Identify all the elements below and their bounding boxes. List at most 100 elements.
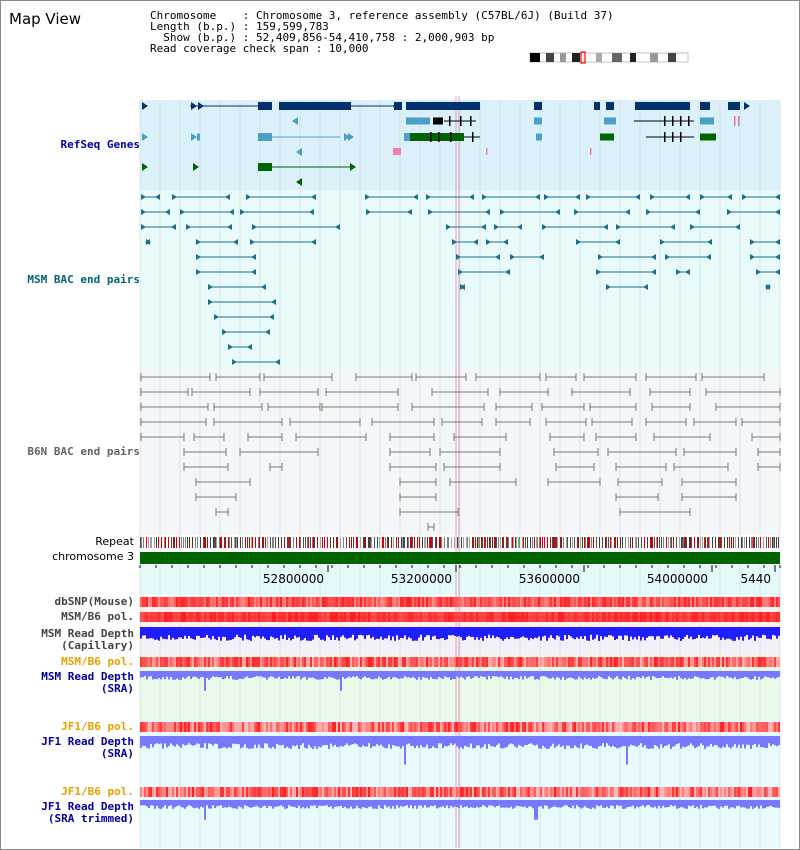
position-ruler: 52800000 53200000 53600000 54000000 5440 bbox=[139, 565, 781, 586]
depth-bar bbox=[466, 671, 468, 677]
depth-bar bbox=[536, 800, 538, 820]
depth-bar bbox=[370, 671, 372, 680]
repeat-mark bbox=[441, 537, 442, 548]
heat-cell bbox=[620, 597, 622, 607]
heat-cell bbox=[618, 612, 620, 622]
heat-cell bbox=[712, 722, 714, 732]
heat-cell bbox=[618, 657, 620, 667]
depth-bar bbox=[566, 736, 568, 746]
depth-bar bbox=[356, 627, 358, 639]
heat-cell bbox=[694, 722, 696, 732]
depth-bar bbox=[718, 800, 720, 809]
heat-cell bbox=[740, 597, 742, 607]
heat-cell bbox=[678, 612, 680, 622]
depth-bar bbox=[636, 671, 638, 677]
heat-cell bbox=[526, 597, 528, 607]
depth-bar bbox=[442, 671, 444, 680]
depth-bar bbox=[668, 627, 670, 638]
depth-bar bbox=[442, 800, 444, 807]
depth-bar bbox=[358, 736, 360, 747]
heat-cell bbox=[252, 722, 254, 732]
depth-bar bbox=[390, 736, 392, 749]
repeat-mark bbox=[374, 537, 375, 548]
bac-end-marker bbox=[670, 224, 675, 230]
depth-bar bbox=[566, 800, 568, 806]
heat-cell bbox=[454, 787, 456, 797]
bac-end-marker bbox=[775, 209, 780, 215]
depth-bar bbox=[630, 627, 632, 637]
heat-cell bbox=[694, 597, 696, 607]
b6n-bac-end-pairs-label: B6N BAC end pairs bbox=[27, 445, 140, 458]
depth-bar bbox=[390, 671, 392, 680]
depth-bar bbox=[688, 800, 690, 806]
depth-bar bbox=[648, 627, 650, 637]
depth-bar bbox=[206, 736, 208, 749]
heat-cell bbox=[538, 787, 540, 797]
exon-tick bbox=[470, 116, 472, 126]
depth-bar bbox=[382, 627, 384, 640]
repeat-mark bbox=[388, 537, 389, 548]
repeat-mark bbox=[289, 537, 290, 548]
heat-cell bbox=[662, 657, 664, 667]
depth-bar bbox=[306, 800, 308, 808]
heat-cell bbox=[626, 657, 628, 667]
depth-bar bbox=[596, 671, 598, 679]
depth-bar bbox=[154, 627, 156, 640]
depth-bar bbox=[510, 800, 512, 807]
depth-bar bbox=[572, 800, 574, 806]
heat-cell bbox=[172, 787, 174, 797]
depth-bar bbox=[284, 627, 286, 635]
depth-bar bbox=[700, 736, 702, 744]
heat-cell bbox=[626, 722, 628, 732]
heat-cell bbox=[456, 597, 458, 607]
heat-cell bbox=[188, 657, 190, 667]
heat-cell bbox=[370, 722, 372, 732]
depth-bar bbox=[642, 671, 644, 677]
depth-bar bbox=[350, 736, 352, 745]
depth-bar bbox=[436, 736, 438, 749]
repeat-mark bbox=[148, 537, 149, 548]
heat-cell bbox=[240, 722, 242, 732]
heat-cell bbox=[300, 787, 302, 797]
heat-cell bbox=[376, 612, 378, 622]
depth-bar bbox=[238, 671, 240, 679]
heat-cell bbox=[430, 612, 432, 622]
repeat-mark bbox=[705, 537, 706, 548]
depth-bar bbox=[350, 627, 352, 638]
heat-cell bbox=[208, 787, 210, 797]
heat-cell bbox=[576, 787, 578, 797]
repeat-mark bbox=[587, 537, 588, 548]
depth-bar bbox=[706, 736, 708, 747]
heat-cell bbox=[478, 787, 480, 797]
depth-bar bbox=[742, 800, 744, 808]
depth-bar bbox=[460, 671, 462, 677]
heat-cell bbox=[154, 612, 156, 622]
heat-cell bbox=[492, 722, 494, 732]
heat-cell bbox=[430, 722, 432, 732]
heat-cell bbox=[408, 657, 410, 667]
heat-cell bbox=[234, 612, 236, 622]
depth-bar bbox=[410, 627, 412, 639]
heat-cell bbox=[368, 612, 370, 622]
depth-bar bbox=[312, 671, 314, 678]
depth-bar bbox=[286, 627, 288, 640]
heat-cell bbox=[310, 597, 312, 607]
depth-bar bbox=[256, 671, 258, 677]
heat-cell bbox=[172, 597, 174, 607]
heat-cell bbox=[404, 787, 406, 797]
heat-cell bbox=[656, 787, 658, 797]
repeat-mark bbox=[140, 537, 141, 548]
heat-cell bbox=[268, 657, 270, 667]
heat-cell bbox=[756, 657, 758, 667]
heat-cell bbox=[632, 657, 634, 667]
heat-cell bbox=[752, 657, 754, 667]
heat-cell bbox=[482, 612, 484, 622]
depth-bar bbox=[604, 671, 606, 680]
depth-bar bbox=[624, 800, 626, 809]
repeat-mark bbox=[556, 537, 557, 548]
heat-cell bbox=[414, 787, 416, 797]
heat-cell bbox=[760, 787, 762, 797]
depth-bar bbox=[524, 800, 526, 807]
depth-bar bbox=[480, 736, 482, 749]
